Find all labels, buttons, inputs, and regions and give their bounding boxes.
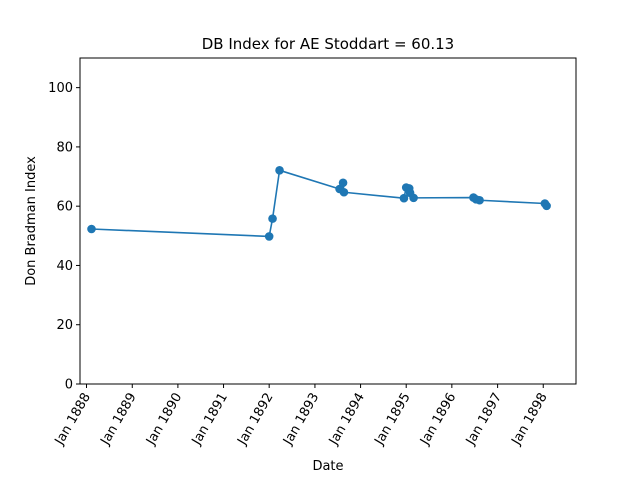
y-tick-label: 80	[56, 140, 73, 155]
data-point	[268, 214, 277, 223]
plot-frame	[79, 57, 577, 385]
x-axis-label: Date	[312, 459, 343, 474]
y-axis-label: Don Bradman Index	[24, 156, 39, 286]
series-layer	[87, 166, 551, 241]
data-point	[87, 224, 96, 234]
y-axis: 0 20 40 60 80 100	[48, 81, 80, 393]
y-tick-label: 100	[48, 81, 73, 96]
data-point	[542, 201, 551, 211]
y-tick-label: 0	[65, 378, 73, 393]
data-point	[339, 187, 349, 197]
y-tick-label: 60	[56, 200, 73, 215]
data-point	[264, 232, 274, 241]
data-point	[338, 178, 348, 188]
chart-title: DB Index for AE Stoddart = 60.13	[202, 35, 454, 53]
data-point	[475, 195, 484, 205]
y-tick-label: 40	[56, 259, 73, 274]
data-point	[409, 193, 418, 203]
y-tick-label: 20	[56, 318, 73, 333]
data-point	[275, 166, 284, 175]
plot-area	[79, 57, 577, 385]
data-point	[399, 193, 409, 203]
